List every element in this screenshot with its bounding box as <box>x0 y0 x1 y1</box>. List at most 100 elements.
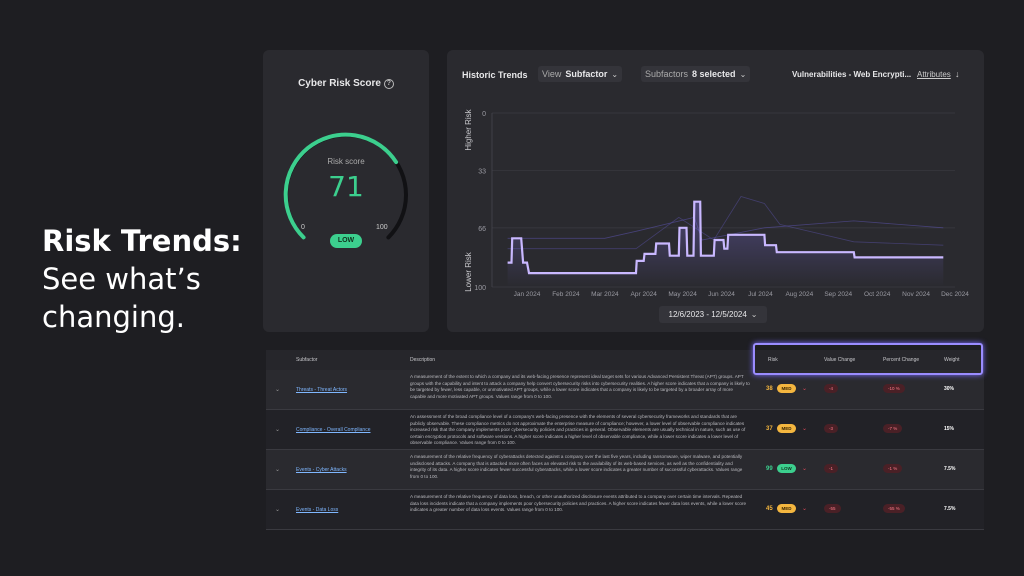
x-tick-label: Oct 2024 <box>864 291 891 298</box>
subfactors-label: Subfactors <box>645 69 689 79</box>
trends-title: Historic Trends <box>462 70 528 80</box>
y-label-higher-risk: Higher Risk <box>464 108 473 150</box>
headline: Risk Trends: See what’s changing. <box>42 222 262 336</box>
table-row[interactable]: ⌄ Events - Data Loss A measurement of the … <box>266 490 984 530</box>
risk-value: 99 <box>766 466 773 472</box>
attributes-link[interactable]: Attributes <box>917 70 951 79</box>
headline-line-1: Risk Trends: <box>42 224 242 258</box>
x-tick-label: Nov 2024 <box>902 291 930 298</box>
header-weight[interactable]: Weight <box>944 357 960 363</box>
y-tick-label: 0 <box>482 111 486 118</box>
header-highlight-box <box>753 343 983 375</box>
subfactors-value: 8 selected <box>692 69 736 79</box>
risk-value: 45 <box>766 506 773 512</box>
table-row[interactable]: ⌄ Events - Cyber Attacks A measurement of … <box>266 450 984 490</box>
date-range-picker[interactable]: 12/6/2023 - 12/5/2024 ⌄ <box>659 306 767 323</box>
headline-line-2: See what’s <box>42 262 201 296</box>
subfactors-dropdown[interactable]: Subfactors 8 selected ⌄ <box>641 66 751 82</box>
chevron-down-icon: ⌄ <box>611 70 619 79</box>
down-arrow-icon: ⌄ <box>802 386 808 392</box>
x-tick-label: Apr 2024 <box>631 291 658 298</box>
risk-value: 37 <box>766 426 773 432</box>
table-row[interactable]: ⌄ Compliance - Overall Compliance An asses… <box>266 410 984 450</box>
expand-chevron-icon[interactable]: ⌄ <box>275 467 281 473</box>
x-tick-label: Sep 2024 <box>824 291 852 298</box>
value-change-pill: -3 <box>824 424 839 433</box>
down-arrow-icon: ⌄ <box>802 506 808 512</box>
gauge-max: 100 <box>376 224 388 231</box>
down-arrow-icon: ⌄ <box>802 426 808 432</box>
vulnerability-selector[interactable]: Vulnerabilities - Web Encrypti... <box>792 70 912 79</box>
header-value-change[interactable]: Value Change <box>824 357 856 363</box>
weight-value: 7.5% <box>944 506 956 512</box>
risk-level-badge: MED <box>777 424 796 433</box>
gauge-value: 71 <box>328 170 364 203</box>
subfactor-link[interactable]: Threats - Threat Actors <box>296 387 348 393</box>
header-subfactor: Subfactor <box>296 357 318 363</box>
table-row[interactable]: ⌄ Threats - Threat Actors A measurement of… <box>266 370 984 410</box>
date-range-text: 12/6/2023 - 12/5/2024 <box>668 310 747 319</box>
x-tick-label: Jun 2024 <box>708 291 735 298</box>
value-change-pill: -55 <box>824 504 841 513</box>
view-dropdown[interactable]: View Subfactor ⌄ <box>538 66 623 82</box>
gauge-fill <box>283 132 399 240</box>
weight-value: 7.5% <box>944 466 956 472</box>
header-risk[interactable]: Risk <box>768 357 778 363</box>
chevron-down-icon: ⌄ <box>739 70 747 79</box>
score-title-text: Cyber Risk Score <box>298 78 381 89</box>
weight-value: 30% <box>944 386 955 392</box>
header-percent-change[interactable]: Percent Change <box>883 357 920 363</box>
historic-trends-card: Historic Trends View Subfactor ⌄ Subfactor… <box>447 50 984 332</box>
x-tick-label: Feb 2024 <box>552 291 580 298</box>
x-tick-label: Aug 2024 <box>785 291 813 298</box>
subfactor-description: A measurement of the relative frequency … <box>410 494 747 513</box>
background-series-line <box>507 196 944 250</box>
y-tick-label: 66 <box>478 226 486 233</box>
view-value: Subfactor <box>565 69 608 79</box>
headline-line-3: changing. <box>42 300 185 334</box>
trend-chart: 0 33 66 100 Jan 2024 Feb 2024 Mar 2024 Apr 202… <box>464 108 969 298</box>
cyber-risk-score-card: Cyber Risk Score? Risk score 71 0 100 LO… <box>263 50 429 332</box>
subfactor-link[interactable]: Events - Cyber Attacks <box>296 467 347 473</box>
risk-value: 38 <box>766 386 773 392</box>
x-tick-label: Jan 2024 <box>514 291 541 298</box>
view-label: View <box>542 69 562 79</box>
value-change-pill: -4 <box>824 384 839 393</box>
subfactor-link[interactable]: Compliance - Overall Compliance <box>296 427 371 433</box>
table-header: Subfactor Description Risk Value Change … <box>266 350 984 370</box>
subfactor-description: A measurement of the relative frequency … <box>410 454 743 479</box>
percent-change-pill: -1 % <box>883 464 903 473</box>
help-icon[interactable]: ? <box>383 79 394 89</box>
risk-level-badge: MED <box>777 504 796 513</box>
table-body: ⌄ Threats - Threat Actors A measurement of… <box>266 370 984 530</box>
series-line <box>507 200 944 275</box>
expand-chevron-icon[interactable]: ⌄ <box>275 387 281 393</box>
y-label-lower-risk: Lower Risk <box>464 251 473 292</box>
subfactor-description: A measurement of the extent to which a c… <box>410 374 750 399</box>
subfactor-table: Subfactor Description Risk Value Change … <box>266 350 984 530</box>
risk-level-badge: LOW <box>777 464 796 473</box>
percent-change-pill: -10 % <box>883 384 905 393</box>
x-tick-label: Jul 2024 <box>748 291 773 298</box>
weight-value: 15% <box>944 426 955 432</box>
down-arrow-icon: ⌄ <box>802 466 808 472</box>
chevron-down-icon: ⌄ <box>750 310 758 319</box>
x-tick-label: May 2024 <box>668 291 697 298</box>
sort-arrow-icon[interactable]: ↓ <box>955 69 960 79</box>
subfactor-description: An assessment of the broad compliance le… <box>410 414 746 446</box>
x-tick-label: Mar 2024 <box>591 291 619 298</box>
expand-chevron-icon[interactable]: ⌄ <box>275 427 281 433</box>
gauge-min: 0 <box>301 224 305 231</box>
y-tick-label: 100 <box>474 285 486 292</box>
risk-gauge <box>283 132 408 240</box>
percent-change-pill: -7 % <box>883 424 903 433</box>
risk-level-badge: MED <box>777 384 796 393</box>
subfactor-link[interactable]: Events - Data Loss <box>296 507 339 513</box>
score-title: Cyber Risk Score? <box>263 78 429 89</box>
series-area <box>507 201 944 287</box>
header-description: Description <box>410 357 436 363</box>
x-tick-label: Dec 2024 <box>941 291 969 298</box>
expand-chevron-icon[interactable]: ⌄ <box>275 507 281 513</box>
score-level-badge: LOW <box>330 234 362 248</box>
percent-change-pill: -55 % <box>883 504 905 513</box>
